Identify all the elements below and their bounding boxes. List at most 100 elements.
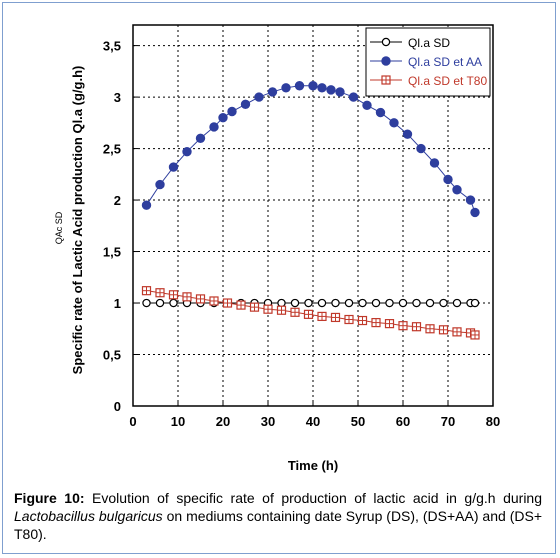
data-point [348,92,359,102]
caption-text-2: on mediums containing date Syrup (DS), (… [14,508,543,542]
data-point [294,81,305,91]
caption-text-1: Evolution of specific rate of production… [84,490,542,506]
data-point [330,312,341,323]
data-point [263,304,273,314]
legend-label: Ql.a SD et AA [408,55,482,69]
data-point [411,322,422,332]
legend-label: Ql.a SD et T80 [408,74,487,88]
x-tick-label: 50 [351,414,365,429]
data-point [227,106,237,117]
x-tick-label: 20 [216,414,230,429]
data-point [416,143,426,154]
data-point [465,195,476,205]
data-point [195,294,206,304]
x-tick-label: 30 [261,414,275,429]
data-point [429,158,440,168]
y-axis-label: Specific rate of Lactic Acid production … [70,66,85,375]
data-point [358,298,367,308]
y-axis-ticks: 0 0,5 1 1,5 2 2,5 3 3,5 [103,39,138,414]
data-point [385,298,394,308]
data-point [142,298,151,308]
figure-caption: Figure 10: Evolution of specific rate of… [14,489,542,543]
data-point [209,122,219,132]
x-tick-label: 10 [171,414,185,429]
y-tick-label: 1 [114,296,121,311]
data-point [344,298,354,308]
data-point [371,317,381,328]
data-point [155,298,165,308]
data-point [326,85,336,95]
data-point [384,319,395,329]
data-point [249,302,260,312]
data-point [357,315,368,326]
y-tick-label: 0,5 [103,348,121,363]
data-point [308,81,318,91]
data-point [276,305,287,315]
data-point [254,92,264,102]
data-point [141,200,152,210]
y-tick-label: 3,5 [103,39,121,54]
data-point [240,99,251,109]
data-point [470,298,480,308]
series-layer [141,81,480,340]
data-point [303,309,314,319]
data-point [317,298,327,308]
data-point [452,298,462,308]
data-point [398,321,408,331]
data-point [290,307,300,317]
x-axis-ticks: 0 10 20 30 40 50 60 70 80 [129,401,500,429]
data-point [218,112,228,123]
data-point [195,133,206,143]
data-point [389,118,399,128]
data-point [398,298,408,308]
data-point [362,100,372,111]
x-tick-label: 70 [441,414,455,429]
x-axis-label: Time (h) [288,458,338,473]
data-point [155,288,165,298]
series-3 [141,286,480,340]
data-point [155,179,165,190]
legend-marker [381,56,391,66]
data-point [169,298,178,308]
data-point [425,324,435,334]
caption-species: Lactobacillus bulgaricus [14,508,163,524]
data-point [402,129,413,139]
y-tick-label: 2,5 [103,142,121,157]
legend-label: Ql.a SD [408,36,450,50]
data-point [425,298,435,308]
data-point [331,298,340,308]
data-point [209,296,219,306]
data-point [452,327,462,337]
x-tick-label: 80 [486,414,500,429]
data-point [438,325,449,335]
y-tick-label: 1,5 [103,245,121,260]
x-tick-label: 40 [306,414,320,429]
data-point [443,174,453,185]
y-axis-secondary-label: QAc SD [54,211,64,244]
series-2 [141,81,480,218]
legend-marker [381,75,391,85]
caption-label: Figure 10: [14,490,85,506]
data-point [412,298,421,308]
y-tick-label: 3 [114,90,121,105]
y-tick-label: 0 [114,399,121,414]
legend-marker [381,37,391,47]
data-point [470,207,480,218]
data-point [290,298,300,308]
legend: Ql.a SD Ql.a SD et AA Ql.a SD et T80 [365,27,491,97]
data-point [470,330,480,340]
data-point [439,298,448,308]
data-point [168,162,179,172]
data-point [277,298,286,308]
data-point [281,83,291,93]
data-point [182,146,192,157]
data-point [222,298,233,308]
x-tick-label: 0 [129,414,136,429]
x-tick-label: 60 [396,414,410,429]
data-point [317,83,327,93]
y-tick-label: 2 [114,193,121,208]
chart: 0 10 20 30 40 50 60 70 80 0 0,5 1 1,5 2 2,5 3 3,5 Time … [54,24,500,473]
data-point [267,87,278,97]
data-point [371,298,381,308]
data-point [317,311,327,322]
